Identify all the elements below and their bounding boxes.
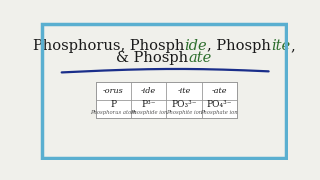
Text: -ite: -ite [177,87,191,95]
Text: , Phosph: , Phosph [207,39,271,53]
Text: ate: ate [188,51,212,65]
Text: ide: ide [185,39,207,53]
Text: PO₃³⁻: PO₃³⁻ [171,100,197,109]
Text: ite: ite [271,39,290,53]
Text: & Phosph: & Phosph [116,51,188,65]
Text: Phosphite ion: Phosphite ion [166,110,202,115]
Text: ,: , [290,39,295,53]
Text: -ate: -ate [212,87,227,95]
Text: -orus: -orus [103,87,124,95]
Text: Phosphate ion: Phosphate ion [200,110,238,115]
Text: Phosphide ion: Phosphide ion [130,110,167,115]
Text: Phosphorus atom: Phosphorus atom [90,110,137,115]
Text: PO₄³⁻: PO₄³⁻ [206,100,232,109]
Text: P³⁻: P³⁻ [141,100,156,109]
Text: P: P [110,100,116,109]
Text: Phosphorus, Phosph: Phosphorus, Phosph [33,39,185,53]
FancyBboxPatch shape [96,82,237,118]
Text: -ide: -ide [141,87,156,95]
